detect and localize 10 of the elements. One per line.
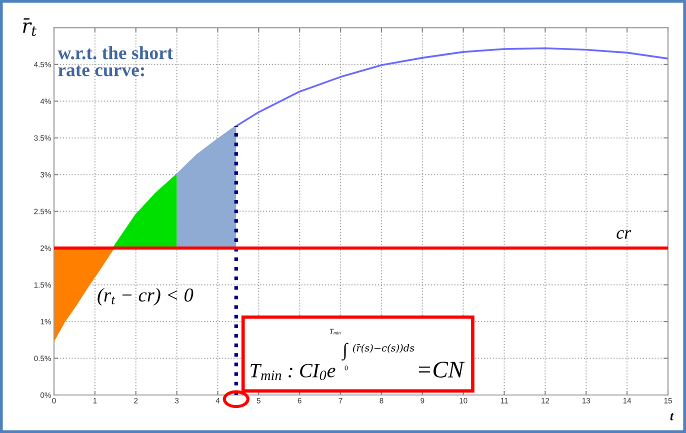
annotation: (r̄(s)−c(s))ds (353, 344, 414, 353)
annotation: T$_{min}$ : CI$_{0}$e (250, 364, 336, 380)
ref-line-label: cr (616, 230, 632, 239)
x-axis-title: t (670, 413, 674, 420)
annotation: ∫ (342, 342, 348, 361)
line-series (235, 47, 668, 128)
y-axis-title: r̄$_{t}$ (23, 18, 37, 36)
text: w.r.t. the short rate curve: (58, 46, 174, 76)
annotation: =CN (418, 362, 465, 378)
annotation: (r$_{t}$ − cr) < 0 (98, 288, 194, 306)
